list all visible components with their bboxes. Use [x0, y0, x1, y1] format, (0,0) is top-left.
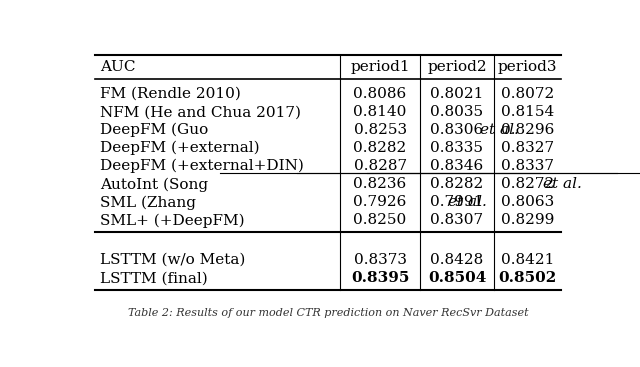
Text: 0.8502: 0.8502: [499, 271, 557, 285]
Text: 0.8236: 0.8236: [353, 177, 406, 191]
Text: et al.: et al.: [448, 195, 487, 210]
Text: AutoInt (Song: AutoInt (Song: [100, 177, 213, 192]
Text: 0.8287: 0.8287: [353, 159, 406, 173]
Text: DeepFM (+external+DIN): DeepFM (+external+DIN): [100, 159, 304, 174]
Text: FM (Rendle 2010): FM (Rendle 2010): [100, 87, 241, 101]
Text: 0.8327: 0.8327: [501, 141, 554, 155]
Text: 0.8306: 0.8306: [430, 123, 484, 137]
Text: 0.8072: 0.8072: [501, 87, 554, 101]
Text: et al.: et al.: [479, 123, 518, 137]
Text: et al.: et al.: [543, 177, 582, 191]
Text: 0.8428: 0.8428: [430, 253, 484, 267]
Text: period2: period2: [427, 60, 487, 74]
Text: 2020a): 2020a): [638, 195, 640, 210]
Text: 0.8253: 0.8253: [353, 123, 406, 137]
Text: period3: period3: [498, 60, 557, 74]
Text: Table 2: Results of our model CTR prediction on Naver RecSvr Dataset: Table 2: Results of our model CTR predic…: [128, 308, 528, 317]
Text: LSTTM (w/o Meta): LSTTM (w/o Meta): [100, 253, 245, 267]
Text: SML+ (+DeepFM): SML+ (+DeepFM): [100, 213, 244, 228]
Text: 0.8035: 0.8035: [430, 105, 484, 119]
Text: 0.8086: 0.8086: [353, 87, 406, 101]
Text: 0.8296: 0.8296: [501, 123, 554, 137]
Text: DeepFM (Guo: DeepFM (Guo: [100, 123, 213, 137]
Text: 0.8021: 0.8021: [430, 87, 484, 101]
Text: LSTTM (final): LSTTM (final): [100, 271, 207, 285]
Text: 0.8346: 0.8346: [430, 159, 484, 173]
Text: 0.8272: 0.8272: [501, 177, 554, 191]
Text: 0.8421: 0.8421: [501, 253, 554, 267]
Text: 0.8299: 0.8299: [501, 214, 554, 228]
Text: 0.8282: 0.8282: [353, 141, 406, 155]
Text: 0.8063: 0.8063: [501, 195, 554, 210]
Text: 0.8282: 0.8282: [430, 177, 484, 191]
Text: period1: period1: [350, 60, 410, 74]
Text: 0.8140: 0.8140: [353, 105, 407, 119]
Text: SML (Zhang: SML (Zhang: [100, 195, 201, 210]
Text: 0.8337: 0.8337: [501, 159, 554, 173]
Text: 0.8373: 0.8373: [353, 253, 406, 267]
Text: 0.7926: 0.7926: [353, 195, 407, 210]
Text: 0.8154: 0.8154: [501, 105, 554, 119]
Text: 0.8250: 0.8250: [353, 214, 406, 228]
Text: 0.7991: 0.7991: [430, 195, 484, 210]
Text: 0.8504: 0.8504: [428, 271, 486, 285]
Text: 0.8395: 0.8395: [351, 271, 409, 285]
Text: NFM (He and Chua 2017): NFM (He and Chua 2017): [100, 105, 301, 119]
Text: 0.8335: 0.8335: [431, 141, 483, 155]
Text: AUC: AUC: [100, 60, 135, 74]
Text: 0.8307: 0.8307: [430, 214, 484, 228]
Text: DeepFM (+external): DeepFM (+external): [100, 141, 259, 156]
